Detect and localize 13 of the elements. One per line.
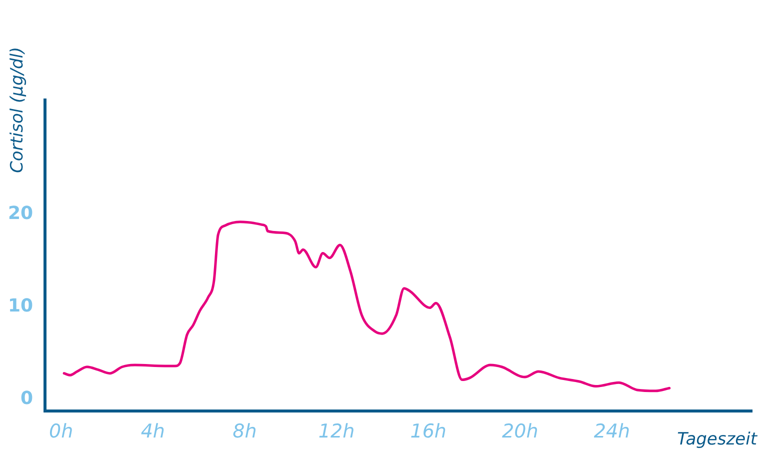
x-tick-label: 24h <box>594 420 630 443</box>
x-axis-title: Tageszeit <box>677 429 758 450</box>
y-tick-label: 0 <box>20 388 33 409</box>
x-tick-label: 4h <box>140 420 165 443</box>
y-tick-label: 10 <box>8 296 33 317</box>
y-axis-title: Cortisol (µg/dl) <box>7 46 28 173</box>
x-tick-label: 12h <box>318 420 355 443</box>
x-tick-label: 16h <box>410 420 446 443</box>
line-series <box>62 220 671 392</box>
x-tick-label: 8h <box>232 420 257 443</box>
y-tick-label: 20 <box>8 203 33 224</box>
x-tick-label: 0h <box>49 420 74 443</box>
x-tick-label: 20h <box>502 420 538 443</box>
